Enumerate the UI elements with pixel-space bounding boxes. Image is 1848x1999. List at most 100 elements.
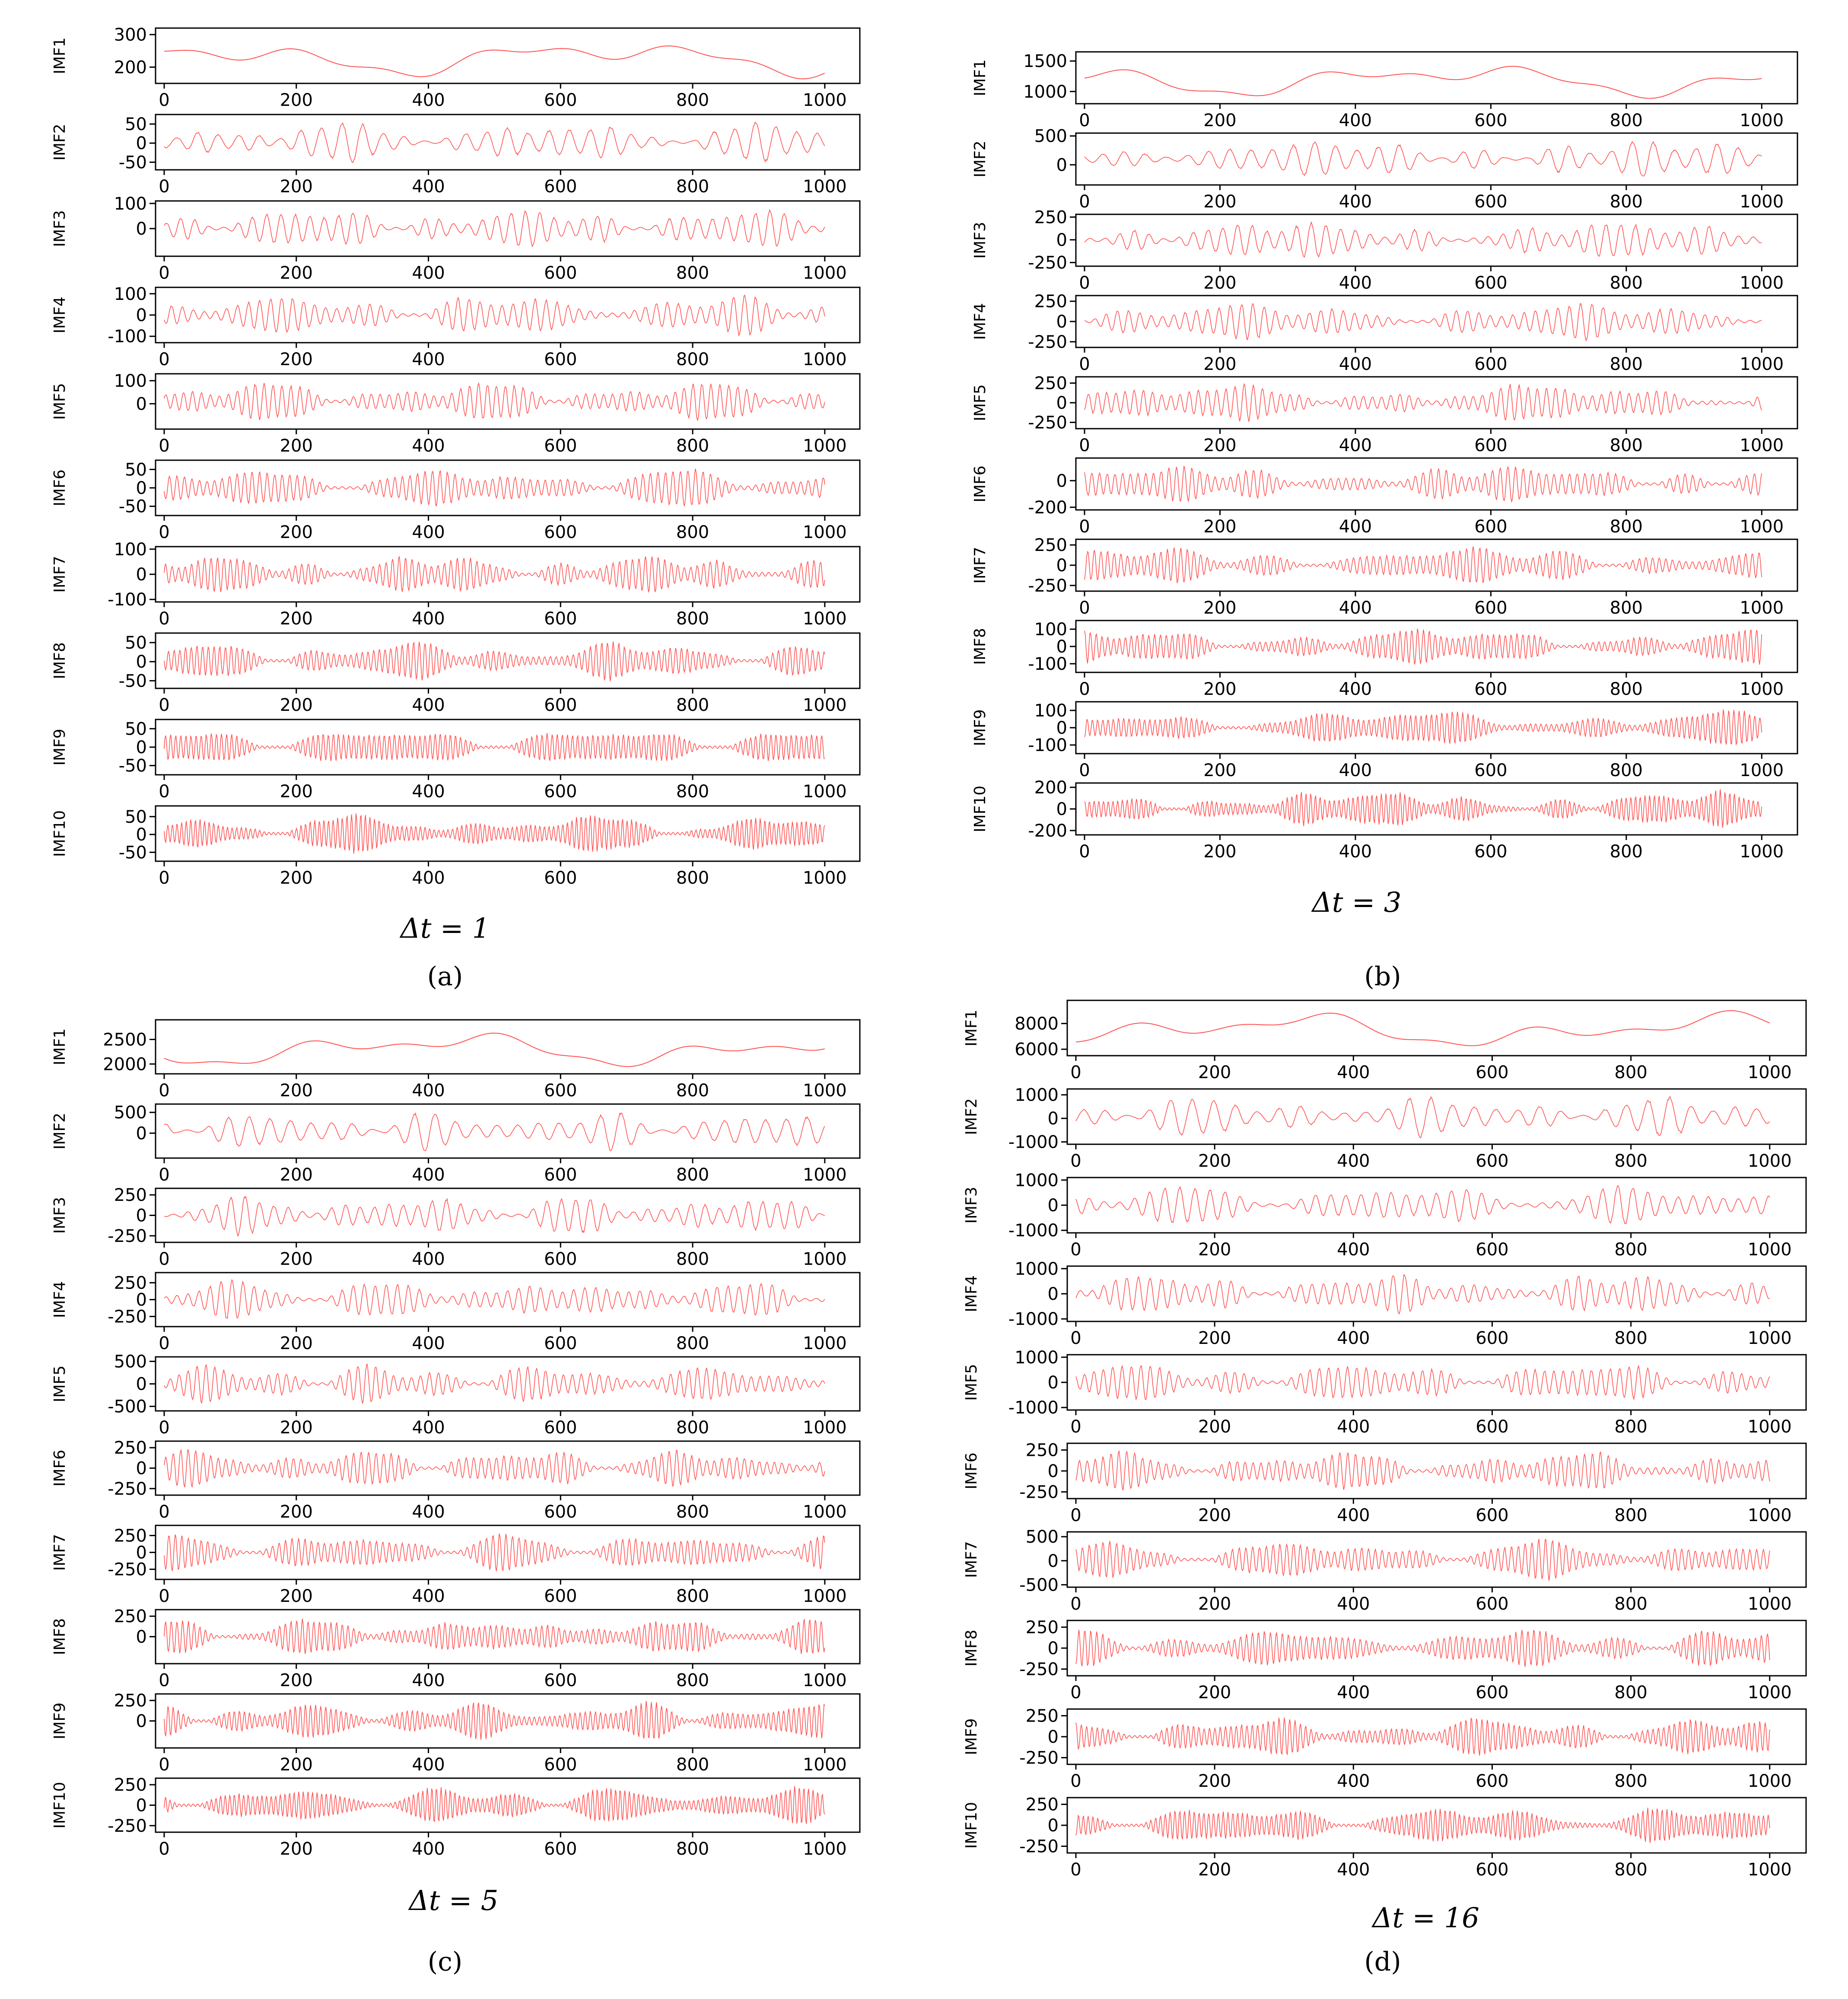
x-tick-label: 0 bbox=[1079, 436, 1090, 455]
y-axis-label: IMF1 bbox=[51, 37, 69, 74]
x-tick-label: 1000 bbox=[1740, 192, 1784, 212]
x-tick-label: 400 bbox=[412, 1502, 445, 1522]
x-tick-label: 200 bbox=[1198, 1683, 1231, 1703]
x-tick-label: 400 bbox=[1339, 598, 1372, 618]
y-axis-label: IMF1 bbox=[963, 1009, 980, 1046]
x-tick-label: 200 bbox=[280, 782, 313, 802]
x-tick-label: 1000 bbox=[803, 1755, 847, 1775]
axes-frame bbox=[155, 632, 861, 689]
y-axis-label: IMF9 bbox=[971, 709, 989, 746]
x-tick-label: 400 bbox=[1339, 273, 1372, 293]
y-tick-label: 100 bbox=[114, 194, 147, 214]
x-tick-label: 0 bbox=[159, 1165, 169, 1185]
subplot-b-imf1: 1000 1500 IMF1 0 200 400 600 800 1000 bbox=[971, 51, 1798, 131]
x-tick-label: 1000 bbox=[1748, 1771, 1792, 1791]
x-tick-label: 0 bbox=[1070, 1151, 1081, 1171]
imf-series-line bbox=[164, 1618, 825, 1654]
imf-series-line bbox=[164, 813, 825, 854]
y-tick-label: -250 bbox=[108, 1307, 147, 1327]
x-tick-label: 800 bbox=[1610, 111, 1643, 131]
y-tick-label: 0 bbox=[1056, 799, 1067, 819]
x-tick-label: 200 bbox=[280, 695, 313, 715]
y-tick-label: -500 bbox=[108, 1397, 147, 1417]
x-tick-label: 400 bbox=[1337, 1151, 1370, 1171]
y-axis-label: IMF10 bbox=[51, 810, 69, 857]
x-tick-label: 1000 bbox=[1740, 517, 1784, 537]
x-tick-label: 400 bbox=[1339, 111, 1372, 131]
x-tick-label: 800 bbox=[676, 1839, 709, 1859]
y-tick-label: 300 bbox=[114, 25, 147, 45]
y-tick-label: -250 bbox=[108, 1560, 147, 1580]
imf-series-line bbox=[164, 1112, 825, 1152]
imf-series-line bbox=[1075, 1808, 1770, 1843]
y-tick-label: 200 bbox=[1034, 778, 1067, 798]
x-tick-label: 1000 bbox=[1740, 598, 1784, 618]
x-tick-label: 1000 bbox=[803, 350, 847, 369]
y-tick-label: 250 bbox=[1026, 1706, 1059, 1726]
x-tick-label: 1000 bbox=[1740, 111, 1784, 131]
imf-series-line bbox=[164, 1032, 825, 1067]
y-axis-label: IMF8 bbox=[963, 1630, 980, 1666]
x-tick-label: 800 bbox=[1610, 761, 1643, 780]
x-tick-label: 1000 bbox=[803, 1334, 847, 1353]
x-tick-label: 400 bbox=[1337, 1240, 1370, 1260]
imf-series-line bbox=[164, 1196, 825, 1237]
y-axis-label: IMF9 bbox=[51, 1703, 69, 1739]
y-tick-label: 250 bbox=[114, 1185, 147, 1205]
x-tick-label: 200 bbox=[280, 1839, 313, 1859]
y-tick-label: 0 bbox=[136, 825, 147, 845]
x-tick-label: 600 bbox=[1474, 679, 1507, 699]
x-tick-label: 0 bbox=[1070, 1771, 1081, 1791]
subplot-c-imf1: 2000 2500 IMF1 0 200 400 600 800 1000 bbox=[51, 1019, 861, 1101]
x-tick-label: 400 bbox=[412, 868, 445, 888]
y-tick-label: -1000 bbox=[1008, 1398, 1059, 1418]
y-axis-label: IMF4 bbox=[971, 303, 989, 340]
y-tick-label: 0 bbox=[1056, 230, 1067, 250]
y-tick-label: 0 bbox=[136, 1459, 147, 1479]
x-tick-label: 0 bbox=[159, 1081, 169, 1101]
x-tick-label: 600 bbox=[1474, 436, 1507, 455]
subplot-d-imf4: -1000 0 1000 IMF4 0 200 400 600 800 1000 bbox=[963, 1259, 1807, 1348]
x-tick-label: 1000 bbox=[803, 1839, 847, 1859]
x-tick-label: 800 bbox=[676, 1586, 709, 1606]
x-tick-label: 1000 bbox=[803, 695, 847, 715]
imf-series-line bbox=[1084, 141, 1762, 177]
y-tick-label: 0 bbox=[136, 478, 147, 498]
x-tick-label: 800 bbox=[1614, 1683, 1647, 1703]
x-tick-label: 800 bbox=[676, 1502, 709, 1522]
x-tick-label: 400 bbox=[1337, 1063, 1370, 1082]
x-tick-label: 1000 bbox=[1748, 1683, 1792, 1703]
imf-series-line bbox=[164, 733, 825, 762]
x-tick-label: 200 bbox=[280, 1502, 313, 1522]
y-axis-label: IMF8 bbox=[51, 1618, 69, 1655]
subplot-c-imf5: -500 0 500 IMF5 0 200 400 600 800 1000 bbox=[51, 1352, 861, 1438]
x-tick-label: 200 bbox=[1203, 354, 1236, 374]
x-tick-label: 200 bbox=[1203, 517, 1236, 537]
x-tick-label: 0 bbox=[159, 1671, 169, 1690]
y-axis-label: IMF3 bbox=[963, 1187, 980, 1223]
imf-series-line bbox=[1075, 1010, 1770, 1046]
x-tick-label: 1000 bbox=[1740, 273, 1784, 293]
x-tick-label: 400 bbox=[1339, 192, 1372, 212]
x-tick-label: 0 bbox=[1070, 1328, 1081, 1348]
subplot-d-imf1: 6000 8000 IMF1 0 200 400 600 800 1000 bbox=[963, 1000, 1807, 1082]
y-axis-label: IMF7 bbox=[963, 1541, 980, 1578]
y-tick-label: 0 bbox=[136, 306, 147, 325]
y-tick-label: 6000 bbox=[1015, 1040, 1059, 1060]
y-tick-label: 0 bbox=[1056, 471, 1067, 491]
x-tick-label: 200 bbox=[280, 263, 313, 283]
x-tick-label: 400 bbox=[1339, 354, 1372, 374]
x-tick-label: 200 bbox=[1203, 111, 1236, 131]
y-tick-label: 0 bbox=[136, 1627, 147, 1647]
imf-series-line bbox=[164, 1786, 825, 1824]
imf-series-line bbox=[1075, 1717, 1770, 1756]
imf-series-line bbox=[1075, 1364, 1770, 1401]
subplot-a-imf5: 0 100 IMF5 0 200 400 600 800 1000 bbox=[51, 371, 861, 456]
x-tick-label: 600 bbox=[544, 177, 577, 197]
x-tick-label: 200 bbox=[1203, 679, 1236, 699]
x-tick-label: 0 bbox=[159, 695, 169, 715]
x-tick-label: 600 bbox=[1476, 1240, 1508, 1260]
